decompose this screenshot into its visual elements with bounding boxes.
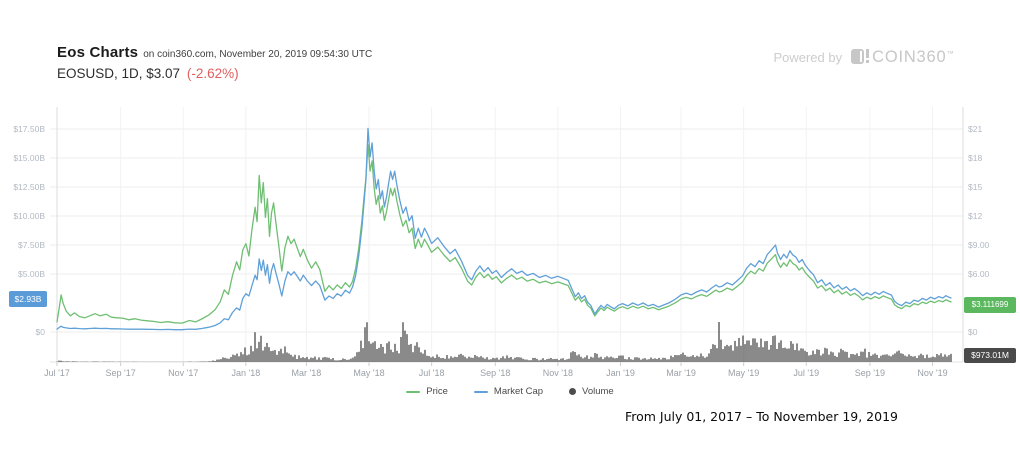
svg-text:$0: $0 [968, 327, 978, 337]
legend-item-market-cap[interactable]: Market Cap [473, 386, 544, 397]
market-cap-line [56, 127, 952, 331]
svg-text:$7.50B: $7.50B [18, 240, 45, 250]
svg-text:Nov '18: Nov '18 [543, 368, 573, 378]
trademark-symbol: ™ [946, 49, 955, 58]
market-cap-current-badge: $2.93B [9, 291, 47, 307]
price-line [56, 144, 952, 324]
svg-text:$15: $15 [968, 182, 982, 192]
coin360-brand-text: COIN360 [872, 48, 947, 66]
market-cap-line-swatch [473, 390, 488, 393]
svg-text:$21: $21 [968, 124, 982, 134]
chart-header: Eos Charts on coin360.com, November 20, … [57, 44, 372, 81]
volume-current-badge: $973.01M [964, 348, 1016, 363]
legend-market-cap-label: Market Cap [493, 386, 544, 397]
svg-text:Mar '19: Mar '19 [666, 368, 696, 378]
price-line-swatch [406, 390, 421, 393]
svg-text:$18: $18 [968, 153, 982, 163]
price-current-badge: $3.111699 [964, 297, 1016, 313]
page-title: Eos Charts [57, 44, 139, 61]
exclamation-icon [866, 49, 870, 63]
svg-text:Jan '18: Jan '18 [231, 368, 260, 378]
svg-text:$12.50B: $12.50B [13, 182, 45, 192]
svg-text:$5.00B: $5.00B [18, 269, 45, 279]
svg-text:Nov '19: Nov '19 [917, 368, 947, 378]
legend-price-label: Price [426, 386, 448, 397]
chart-legend: Price Market Cap Volume [0, 386, 1020, 397]
page-title-source: on coin360.com, November 20, 2019 09:54:… [143, 49, 373, 60]
legend-volume-label: Volume [582, 386, 614, 397]
powered-by-block[interactable]: Powered by COIN360 ™ [773, 48, 954, 67]
svg-text:Sep '18: Sep '18 [480, 368, 510, 378]
svg-text:Sep '19: Sep '19 [855, 368, 885, 378]
price-change-percent: (-2.62%) [186, 66, 239, 81]
svg-text:Sep '17: Sep '17 [106, 368, 136, 378]
svg-text:$15.00B: $15.00B [13, 153, 45, 163]
powered-by-label: Powered by [773, 50, 843, 65]
svg-text:$6.00: $6.00 [968, 269, 990, 279]
svg-text:Jul '19: Jul '19 [793, 368, 819, 378]
legend-item-price[interactable]: Price [406, 386, 448, 397]
legend-item-volume[interactable]: Volume [569, 386, 614, 397]
volume-bars [56, 322, 952, 362]
date-range-text: From July 01, 2017 – To November 19, 201… [624, 409, 898, 424]
svg-text:May '18: May '18 [353, 368, 384, 378]
coin360-logo-icon [851, 49, 865, 64]
svg-text:$9.00: $9.00 [968, 240, 990, 250]
svg-text:$12: $12 [968, 211, 982, 221]
svg-text:$0: $0 [36, 327, 46, 337]
symbol-price-label: EOSUSD, 1D, $3.07 [57, 66, 181, 81]
svg-text:May '19: May '19 [728, 368, 759, 378]
svg-text:Nov '17: Nov '17 [168, 368, 198, 378]
svg-text:Jul '17: Jul '17 [44, 368, 70, 378]
coin360-logo: COIN360 ™ [851, 48, 954, 67]
svg-text:$17.50B: $17.50B [13, 124, 45, 134]
svg-text:$10.00B: $10.00B [13, 211, 45, 221]
svg-text:Jan '19: Jan '19 [606, 368, 635, 378]
svg-text:Jul '18: Jul '18 [419, 368, 445, 378]
axis-labels: $17.50B $15.00B $12.50B $10.00B $7.50B $5.00B… [13, 124, 989, 378]
volume-dot-swatch [569, 388, 577, 395]
gridlines [50, 107, 964, 366]
svg-text:Mar '18: Mar '18 [292, 368, 322, 378]
